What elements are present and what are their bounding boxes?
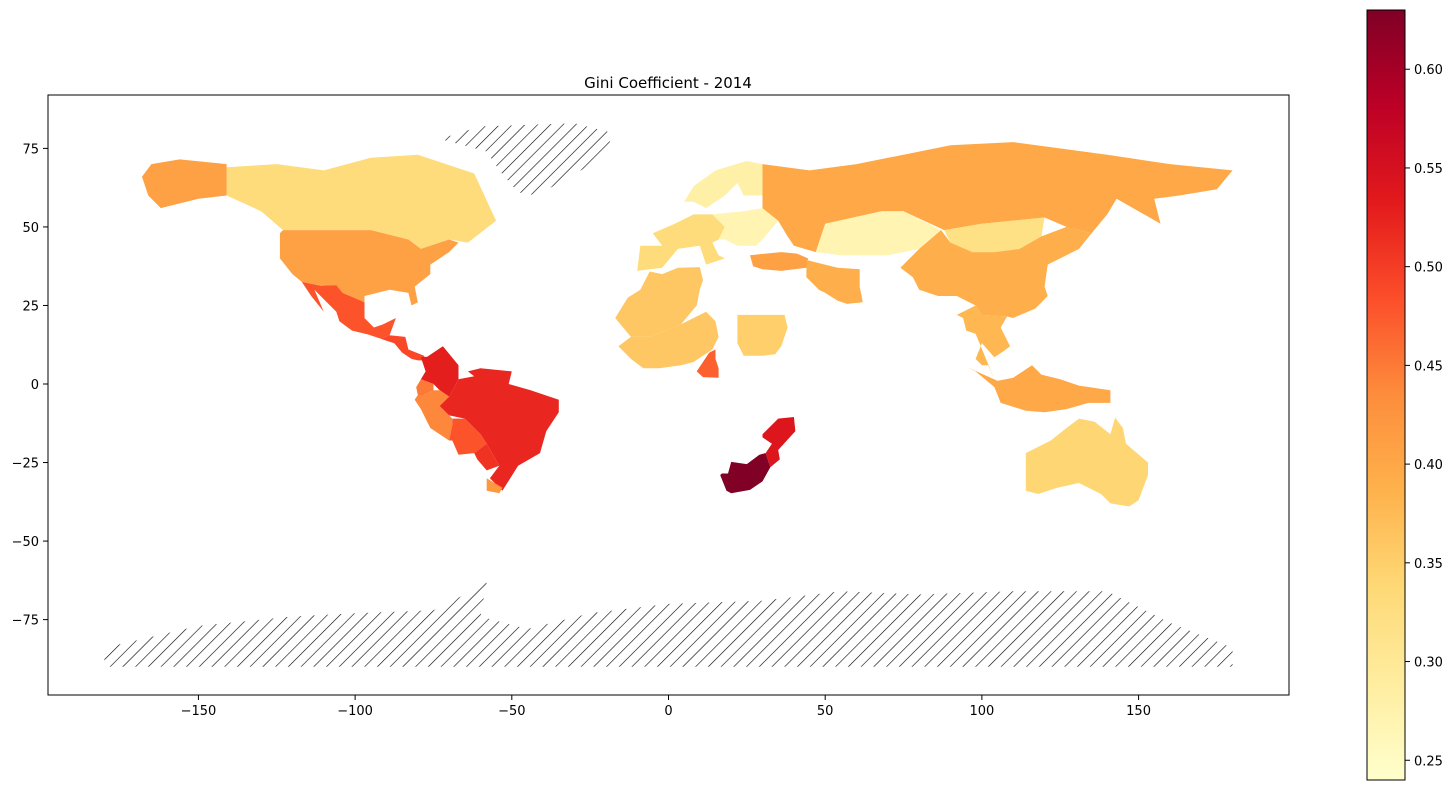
colorbar-tick-label: 0.25	[1414, 754, 1443, 769]
region-iran	[806, 259, 863, 304]
region-greenland	[439, 123, 613, 196]
region-central-america	[380, 335, 426, 361]
region-russia	[762, 142, 1233, 253]
colorbar-tick-label: 0.45	[1414, 359, 1443, 374]
colorbar-tick-label: 0.55	[1414, 162, 1443, 177]
region-colombia	[420, 346, 459, 397]
y-tick-label: −75	[12, 614, 39, 629]
region-cameroon	[696, 349, 719, 378]
y-tick-label: −25	[12, 457, 39, 472]
colorbar: 0.25 0.30 0.35 0.40 0.45 0.50 0.55 0.60	[1366, 9, 1443, 781]
region-uruguay	[486, 478, 503, 494]
colorbar-tick-label: 0.30	[1414, 656, 1443, 671]
region-northern-europe	[684, 161, 763, 209]
x-tick-label: −150	[181, 704, 217, 719]
region-indonesia	[966, 365, 1111, 413]
colorbar-tick-label: 0.35	[1414, 557, 1443, 572]
colorbar-tick-label: 0.50	[1414, 261, 1443, 276]
region-ecuador	[416, 379, 434, 395]
region-brazil	[439, 368, 559, 491]
colorbar-ticks: 0.25 0.30 0.35 0.40 0.45 0.50 0.55 0.60	[1405, 63, 1443, 769]
x-tick-label: −100	[337, 704, 373, 719]
region-mongolia	[944, 217, 1045, 253]
region-mexico	[301, 281, 396, 339]
region-western-europe	[637, 214, 725, 271]
y-axis: 75 50 25 0 −25 −50 −75	[12, 142, 48, 629]
region-bolivia	[449, 418, 487, 455]
y-tick-label: −50	[12, 535, 39, 550]
region-south-africa	[720, 453, 771, 494]
y-tick-label: 50	[22, 221, 39, 236]
y-tick-label: 25	[22, 299, 39, 314]
x-axis: −150 −100 −50 0 50 100 150	[181, 695, 1151, 719]
region-alaska	[142, 159, 227, 209]
x-tick-label: 50	[817, 704, 834, 719]
x-tick-label: −50	[498, 704, 525, 719]
region-paraguay	[474, 443, 500, 471]
region-china	[900, 226, 1092, 318]
region-sudan	[737, 314, 788, 356]
region-antarctica	[104, 581, 1233, 667]
map-area	[104, 123, 1233, 667]
colorbar-tick-label: 0.40	[1414, 458, 1443, 473]
x-tick-label: 150	[1126, 704, 1151, 719]
x-tick-label: 100	[969, 704, 994, 719]
region-kazakhstan	[815, 211, 942, 256]
y-tick-label: 75	[22, 142, 39, 157]
region-eastern-europe	[712, 208, 779, 246]
region-australia	[1025, 417, 1148, 507]
region-west-africa	[618, 311, 719, 369]
region-canada	[226, 154, 497, 249]
region-peru	[414, 390, 453, 441]
region-united-states	[279, 230, 459, 306]
region-mozambique	[762, 417, 796, 468]
region-north-africa	[615, 267, 703, 337]
colorbar-tick-label: 0.60	[1414, 63, 1443, 78]
colorbar-gradient	[1366, 9, 1406, 781]
region-southeast-asia	[956, 305, 1011, 380]
map-title: Gini Coefficient - 2014	[584, 74, 752, 92]
region-turkey	[750, 252, 808, 271]
x-tick-label: 0	[664, 704, 672, 719]
y-tick-label: 0	[31, 378, 39, 393]
